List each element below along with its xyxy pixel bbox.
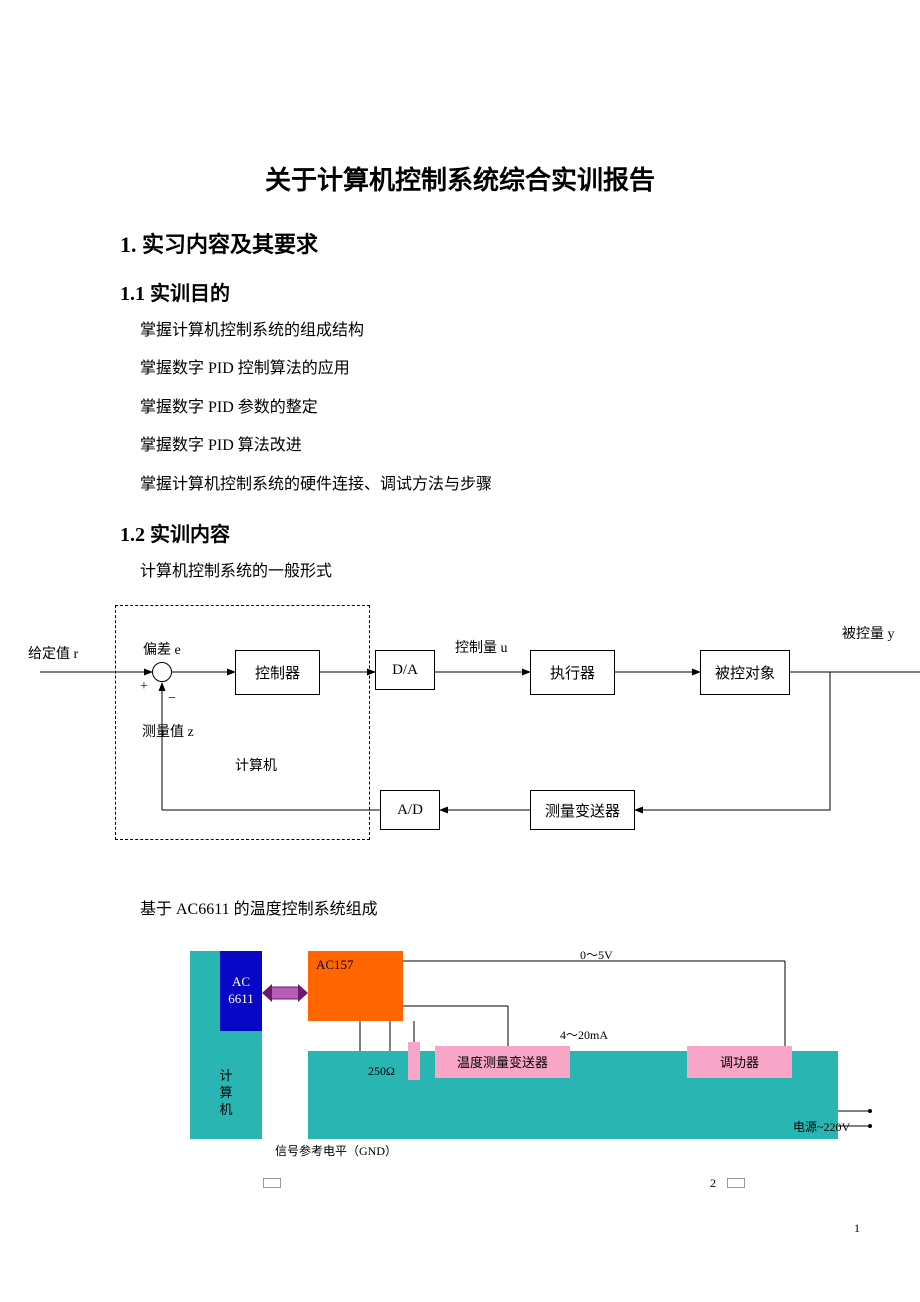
label-r: 给定值 r <box>28 643 78 663</box>
label-computer: 计算机 <box>235 755 277 775</box>
doc-title: 关于计算机控制系统综合实训报告 <box>60 160 860 197</box>
label-z: 测量值 z <box>142 721 194 741</box>
d2-block-resistor <box>408 1042 420 1080</box>
marker-left <box>263 1178 281 1188</box>
block-controller: 控制器 <box>235 650 320 695</box>
line-1: 计算机控制系统的一般形式 <box>140 557 860 587</box>
label-minus: − <box>168 691 176 707</box>
line-2: 基于 AC6611 的温度控制系统组成 <box>140 895 860 925</box>
bullet-3: 掌握数字 PID 参数的整定 <box>140 393 860 423</box>
marker-right <box>727 1178 745 1188</box>
d2-block-power: 调功器 <box>687 1046 792 1078</box>
section-1-2: 1.2 实训内容 <box>120 518 860 547</box>
label-y: 被控量 y <box>842 623 895 643</box>
bullet-5: 掌握计算机控制系统的硬件连接、调试方法与步骤 <box>140 470 860 500</box>
bullet-2: 掌握数字 PID 控制算法的应用 <box>140 354 860 384</box>
d2-label-v5: 0～5V <box>580 946 613 963</box>
d2-block-ac6611: AC6611 <box>220 951 262 1031</box>
block-ad: A/D <box>380 790 440 830</box>
d2-block-sensor: 温度测量变送器 <box>435 1046 570 1078</box>
d2-label-pwr: 电源~220V <box>793 1118 850 1135</box>
label-plus: + <box>140 679 148 695</box>
d2-label-gnd: 信号参考电平（GND） <box>275 1142 397 1159</box>
section-1: 1. 实习内容及其要求 <box>120 227 860 259</box>
block-sensor: 测量变送器 <box>530 790 635 830</box>
label-u: 控制量 u <box>455 637 508 657</box>
block-da: D/A <box>375 650 435 690</box>
ac6611-diagram: 计算机AC6611AC157温度测量变送器调功器 0～5V4～20mA250Ω信… <box>190 946 890 1206</box>
bullet-4: 掌握数字 PID 算法改进 <box>140 431 860 461</box>
d2-block-ac157: AC157 <box>308 951 403 1021</box>
block-plant: 被控对象 <box>700 650 790 695</box>
bullet-1: 掌握计算机控制系统的组成结构 <box>140 316 860 346</box>
d2-label-ma: 4～20mA <box>560 1026 608 1043</box>
label-e: 偏差 e <box>143 639 181 659</box>
block-actuator: 执行器 <box>530 650 615 695</box>
page-number: 1 <box>854 1221 860 1236</box>
d2-label-ohm: 250Ω <box>368 1064 395 1079</box>
section-1-1: 1.1 实训目的 <box>120 277 860 306</box>
control-system-diagram: 控制器D/A执行器被控对象A/D测量变送器 给定值 r偏差 e+−测量值 z控制… <box>40 595 920 855</box>
d2-label-page2: 2 <box>710 1176 716 1191</box>
